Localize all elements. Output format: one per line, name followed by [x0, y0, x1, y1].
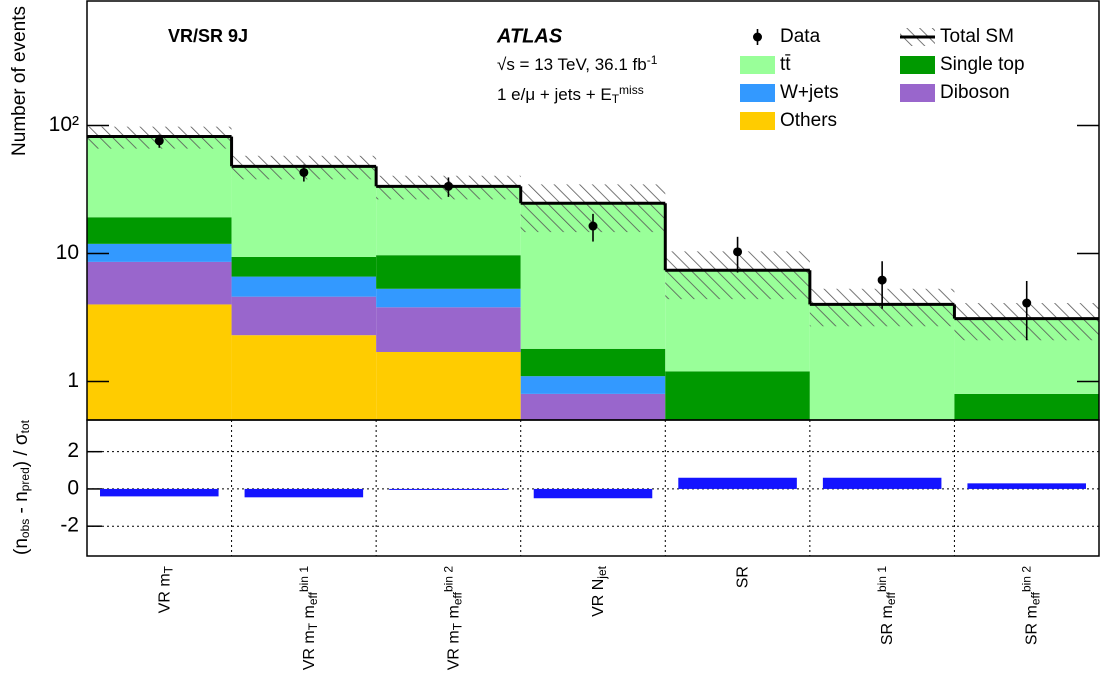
data-point — [154, 136, 164, 146]
bar-segment — [87, 261, 232, 305]
ratio-bar — [389, 488, 508, 490]
y-tick-label: 10² — [49, 113, 79, 136]
bar-segment — [87, 217, 232, 244]
ratio-bar — [678, 477, 797, 489]
legend-label: Diboson — [940, 82, 1010, 103]
text-part: T — [451, 622, 465, 630]
legend-marker — [753, 32, 762, 42]
y-tick-label: -2 — [60, 514, 79, 537]
text-part: VR m — [301, 630, 318, 670]
text-part: T — [612, 92, 620, 106]
text-part: VR m — [446, 630, 463, 670]
ratio-bar — [244, 488, 364, 498]
text-part: SR m — [879, 605, 896, 645]
text-part: bin 2 — [441, 566, 455, 592]
legend-label: Data — [780, 26, 821, 47]
x-tick-label: VR mT — [157, 565, 176, 613]
text-part: SR m — [1024, 605, 1041, 645]
experiment-label: ATLAS — [496, 25, 563, 47]
x-tick-label: SR meffbin 2 — [1019, 566, 1043, 645]
legend-label: Single top — [940, 54, 1025, 75]
text-part: eff — [451, 591, 465, 605]
text-part: T — [306, 622, 320, 630]
legend-label: Total SM — [940, 26, 1014, 47]
bar-segment — [520, 348, 666, 377]
data-point — [733, 247, 743, 257]
data-point — [443, 181, 453, 191]
channel-label: 1 e/μ + jets + ETmiss — [497, 83, 644, 107]
legend-swatch — [900, 84, 935, 102]
text-part: bin 1 — [297, 566, 311, 592]
ratio-bar — [100, 488, 219, 497]
bar-segment — [376, 255, 521, 289]
text-part: eff — [885, 591, 899, 605]
ratio-bar — [822, 477, 942, 489]
data-point — [588, 221, 598, 231]
legend-swatch — [740, 84, 775, 102]
bar-segment — [231, 256, 377, 277]
text-part: - n — [11, 491, 32, 518]
x-tick-label: SR meffbin 1 — [875, 566, 899, 645]
bar-segment — [231, 296, 377, 336]
legend-swatch — [740, 112, 775, 130]
ratio-bar — [533, 488, 653, 499]
bar-segment — [665, 371, 810, 420]
text-part: 1 e/μ + jets + E — [497, 85, 612, 104]
text-part: ) / σ — [11, 433, 32, 467]
data-point — [877, 275, 887, 285]
region-label: VR/SR 9J — [168, 26, 248, 46]
y-tick-label: 2 — [67, 439, 79, 462]
bar-segment — [520, 393, 666, 420]
x-tick-label: VR mT meffbin 1 — [297, 566, 321, 671]
ratio-bar — [967, 483, 1086, 489]
legend-swatch — [900, 56, 935, 74]
bar-segment — [376, 307, 521, 352]
legend-label: W+jets — [780, 82, 839, 103]
text-part: pred — [18, 467, 32, 491]
ratio-axis-label: (nobs - npred) / σtot — [11, 419, 32, 555]
text-part: m — [301, 605, 318, 623]
text-part: obs — [18, 519, 32, 538]
legend-swatch — [740, 56, 775, 74]
bar-segment — [87, 304, 232, 420]
legend-label: tt̄ — [780, 54, 791, 75]
text-part: bin 2 — [1019, 566, 1033, 592]
y-axis-label: Number of events — [9, 6, 30, 156]
data-point — [1022, 298, 1032, 308]
bar-segment — [87, 243, 232, 262]
text-part: VR N — [590, 579, 607, 617]
bar-segment — [376, 288, 521, 308]
bar-segment — [231, 276, 377, 297]
text-part: T — [162, 565, 176, 573]
text-part: m — [446, 605, 463, 623]
y-tick-label: 0 — [67, 476, 79, 499]
y-tick-label: 1 — [67, 369, 79, 392]
x-tick-label: VR mT meffbin 2 — [441, 566, 465, 671]
legend-label: Others — [780, 110, 837, 131]
bar-segment — [520, 376, 666, 394]
bar-segment — [376, 351, 521, 420]
text-part: -1 — [647, 53, 658, 67]
text-part: tot — [18, 419, 32, 433]
text-part: eff — [1029, 591, 1043, 605]
energy-label: √s = 13 TeV, 36.1 fb-1 — [497, 53, 658, 75]
ratio-frame — [86, 419, 1100, 557]
data-point — [299, 167, 309, 177]
y-tick-label: 10 — [56, 241, 79, 264]
bar-segment — [87, 136, 232, 218]
x-tick-label: VR Njet — [590, 565, 609, 617]
text-part: jet — [595, 565, 609, 579]
text-part: SR — [735, 566, 752, 588]
bar-segment — [954, 393, 1099, 420]
text-part: (n — [11, 538, 32, 555]
main-plot — [87, 126, 1099, 420]
x-tick-label: SR — [735, 566, 752, 588]
text-part: eff — [306, 591, 320, 605]
text-part: bin 1 — [875, 566, 889, 592]
text-part: VR m — [157, 573, 174, 613]
text-part: miss — [619, 83, 644, 97]
bar-segment — [231, 335, 377, 420]
text-part: √s = 13 TeV, 36.1 fb — [497, 55, 647, 74]
